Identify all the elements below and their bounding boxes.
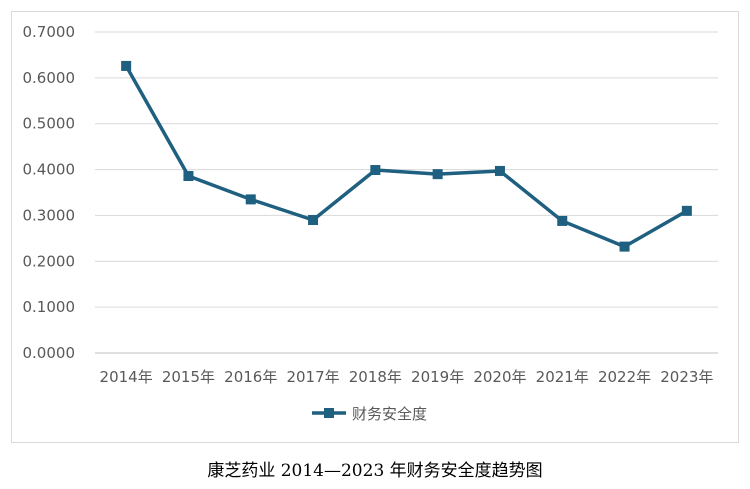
gridlines [95, 31, 718, 354]
legend-marker-swatch [324, 408, 334, 418]
y-tick-label: 0.2000 [23, 252, 76, 270]
data-point-marker [619, 241, 630, 252]
chart-frame [11, 11, 739, 443]
y-axis-tick-labels: 0.0000 0.1000 0.2000 0.3000 0.4000 0.5000 0.60… [23, 23, 76, 362]
x-tick-label: 2023年 [660, 368, 713, 386]
data-point-marker [494, 165, 505, 176]
x-tick-label: 2015年 [162, 368, 215, 386]
x-tick-label: 2019年 [411, 368, 464, 386]
series-line [124, 65, 688, 249]
x-tick-label: 2017年 [286, 368, 339, 386]
data-point-marker [245, 194, 256, 205]
y-tick-label: 0.0000 [23, 344, 76, 362]
x-tick-label: 2014年 [100, 368, 153, 386]
data-point-marker [681, 205, 692, 216]
y-tick-label: 0.5000 [23, 115, 76, 133]
y-tick-label: 0.3000 [23, 206, 76, 224]
line-chart: 0.0000 0.1000 0.2000 0.3000 0.4000 0.5000 0.60… [23, 23, 718, 423]
x-tick-label: 2016年 [224, 368, 277, 386]
y-tick-label: 0.1000 [23, 298, 76, 316]
data-point-marker [121, 60, 132, 71]
x-tick-label: 2021年 [536, 368, 589, 386]
legend: 财务安全度 [312, 405, 427, 423]
legend-label: 财务安全度 [352, 405, 427, 423]
y-tick-label: 0.4000 [23, 161, 76, 179]
series-layer [121, 60, 692, 252]
data-point-marker [432, 169, 443, 180]
data-point-marker [370, 165, 381, 176]
x-axis-tick-labels: 2014年 2015年 2016年 2017年 2018年 2019年 2020年 2021年… [100, 368, 714, 386]
x-tick-label: 2018年 [349, 368, 402, 386]
y-tick-label: 0.7000 [23, 23, 76, 41]
data-point-marker [308, 215, 319, 226]
x-tick-label: 2020年 [473, 368, 526, 386]
figure-caption: 康芝药业 2014—2023 年财务安全度趋势图 [207, 461, 543, 481]
data-point-marker [183, 170, 194, 181]
x-tick-label: 2022年 [598, 368, 651, 386]
y-tick-label: 0.6000 [23, 69, 76, 87]
data-point-marker [557, 215, 568, 226]
